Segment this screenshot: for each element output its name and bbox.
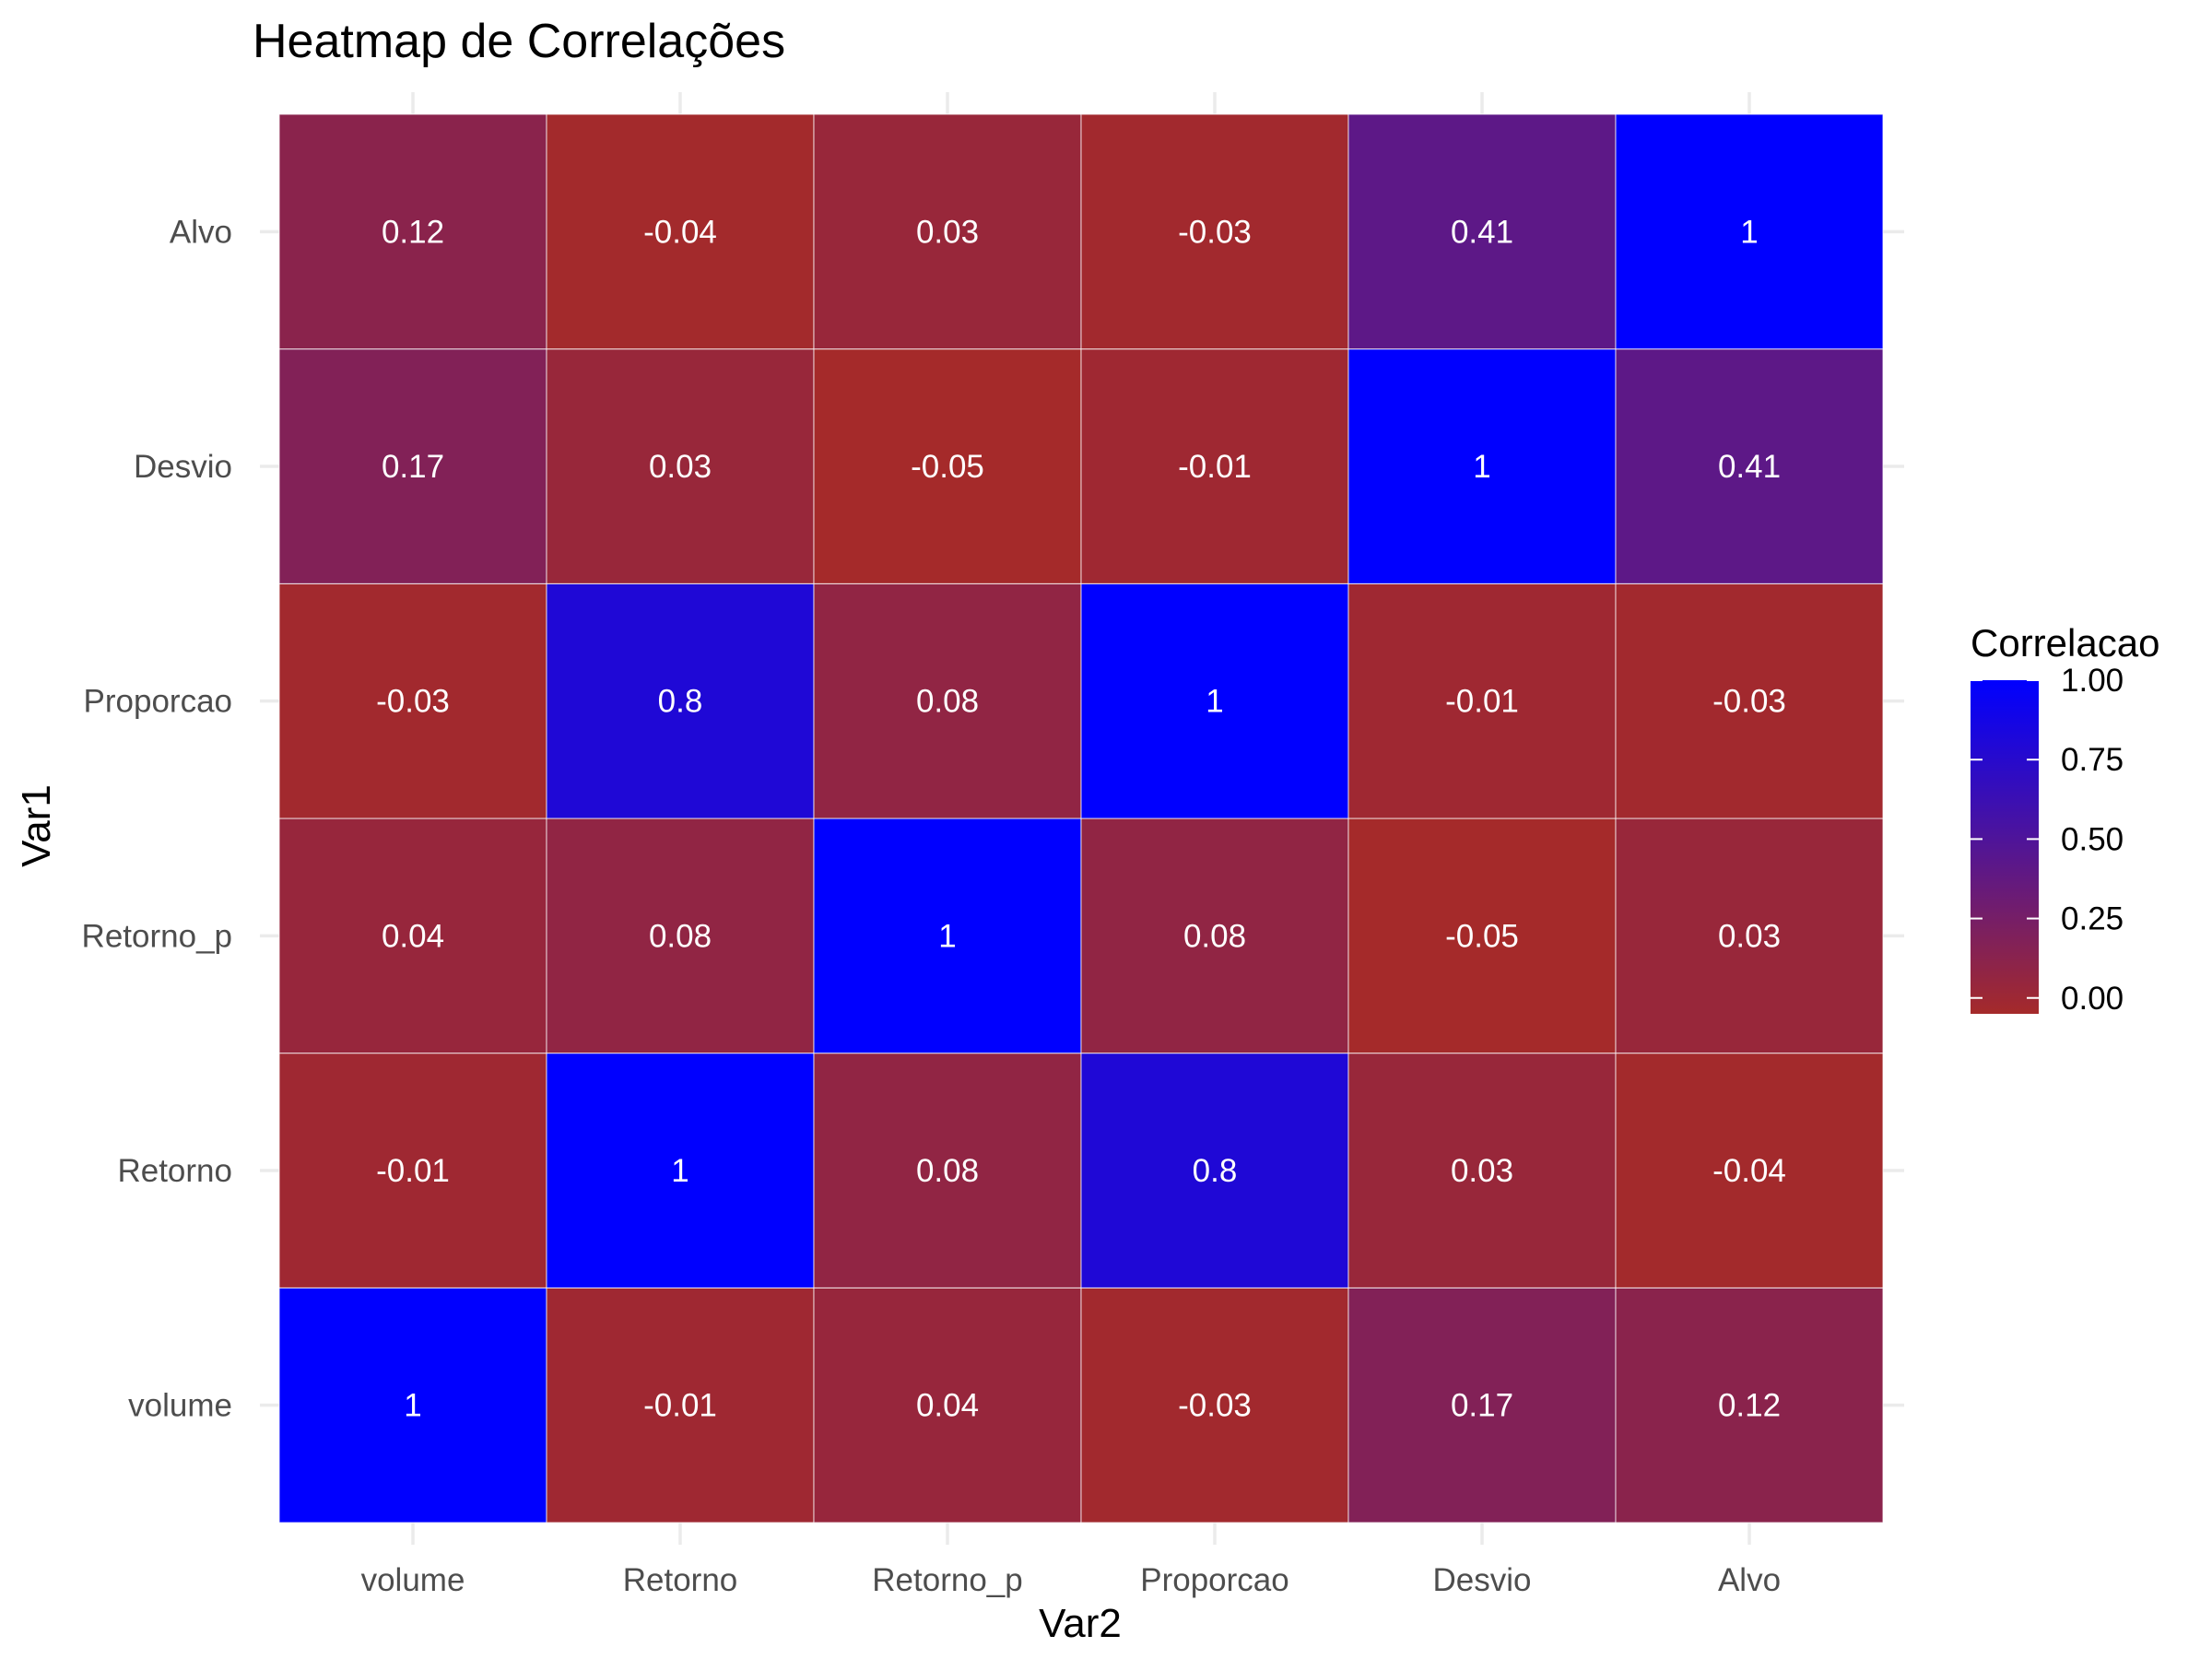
cell-value-label: -0.01: [1178, 449, 1252, 485]
cell-value-label: 0.41: [1718, 449, 1781, 485]
legend-tick-label: 0.25: [2061, 901, 2124, 937]
legend-tick-label: 1.00: [2061, 663, 2124, 699]
y-tick-label: volume: [128, 1388, 232, 1424]
x-tick-label: Alvo: [1718, 1562, 1781, 1598]
heatmap-cell: [1347, 1053, 1617, 1288]
heatmap-cell: [546, 1287, 815, 1524]
cell-value-label: 0.17: [382, 449, 444, 485]
heatmap-cell: [1615, 1053, 1884, 1288]
cell-value-label: 1: [671, 1153, 688, 1189]
heatmap-cell: [278, 1053, 547, 1288]
cell-value-label: 0.17: [1451, 1388, 1513, 1424]
cell-value-label: 1: [404, 1388, 421, 1424]
cell-value-label: 0.03: [1451, 1153, 1513, 1189]
heatmap-cell: [546, 348, 815, 584]
cell-value-label: 0.8: [1193, 1153, 1238, 1189]
cell-value-label: 0.04: [916, 1388, 979, 1424]
heatmap-cell: [278, 818, 547, 1054]
cell-value-label: 0.08: [916, 1153, 979, 1189]
heatmap-cells: [278, 113, 1884, 1524]
legend-tick-label: 0.75: [2061, 742, 2124, 778]
heatmap-cell: [1615, 582, 1884, 819]
cell-value-label: 0.08: [649, 918, 712, 954]
cell-value-label: 1: [1740, 214, 1758, 250]
cell-value-label: 1: [938, 918, 956, 954]
cell-value-label: 0.12: [382, 214, 444, 250]
cell-value-label: -0.01: [1445, 684, 1519, 720]
heatmap-cell: [813, 818, 1082, 1054]
y-tick-label: Retorno: [117, 1153, 232, 1189]
x-axis-ticks: volume Retorno Retorno_p Proporcao Desvio Alv…: [361, 1562, 1781, 1598]
cell-value-label: 0.08: [916, 684, 979, 720]
heatmap-cell: [1347, 818, 1617, 1054]
y-tick-label: Retorno_p: [82, 918, 232, 954]
heatmap-cell: [1615, 818, 1884, 1054]
heatmap-cell: [1615, 348, 1884, 584]
heatmap-cell: [546, 113, 815, 350]
heatmap-cell: [1080, 818, 1349, 1054]
y-tick-label: Alvo: [170, 214, 232, 250]
legend-ticks: 0.00 0.25 0.50 0.75 1.00: [1971, 663, 2124, 1017]
heatmap-cell: [546, 582, 815, 819]
heatmap-cell: [1080, 1287, 1349, 1524]
y-axis-ticks: volume Retorno Retorno_p Proporcao Desvio Alv…: [82, 214, 232, 1423]
cell-value-label: -0.03: [1178, 214, 1252, 250]
y-axis-title: Var1: [14, 784, 59, 867]
cell-value-label: -0.01: [643, 1388, 717, 1424]
cell-value-label: -0.04: [1712, 1153, 1786, 1189]
cell-value-label: -0.03: [1178, 1388, 1252, 1424]
x-tick-label: Desvio: [1433, 1562, 1532, 1598]
cell-value-label: -0.04: [643, 214, 717, 250]
cell-value-label: 0.04: [382, 918, 444, 954]
y-tick-label: Proporcao: [84, 684, 232, 720]
heatmap-cell: [278, 1287, 547, 1524]
cell-value-label: -0.03: [376, 684, 450, 720]
cell-value-label: 0.12: [1718, 1388, 1781, 1424]
heatmap-cell: [813, 113, 1082, 350]
cell-value-labels: 1 -0.01 0.04 -0.03 0.17 0.12 -0.01 1 0.08 0.8 0.03…: [376, 214, 1786, 1423]
x-tick-label: volume: [361, 1562, 465, 1598]
x-tick-label: Retorno_p: [872, 1562, 1022, 1598]
legend-tick-label: 0.00: [2061, 981, 2124, 1017]
cell-value-label: 1: [1206, 684, 1223, 720]
cell-value-label: 0.41: [1451, 214, 1513, 250]
color-legend: Correlacao 0.00 0.25 0.50 0.75 1.00: [1971, 621, 2159, 1017]
heatmap-cell: [1080, 1053, 1349, 1288]
legend-colorbar: [1971, 680, 2039, 1014]
cell-value-label: -0.01: [376, 1153, 450, 1189]
heatmap-cell: [1347, 113, 1617, 350]
heatmap-cell: [813, 348, 1082, 584]
cell-value-label: 0.08: [1183, 918, 1246, 954]
heatmap-cell: [546, 1053, 815, 1288]
heatmap-cell: [1347, 1287, 1617, 1524]
cell-value-label: 1: [1473, 449, 1490, 485]
cell-value-label: 0.03: [916, 214, 979, 250]
heatmap-cell: [1347, 582, 1617, 819]
cell-value-label: -0.05: [1445, 918, 1519, 954]
heatmap-cell: [278, 582, 547, 819]
cell-value-label: 0.8: [658, 684, 703, 720]
x-axis-title: Var2: [1039, 1601, 1122, 1646]
heatmap-cell: [1615, 1287, 1884, 1524]
x-tick-label: Proporcao: [1140, 1562, 1288, 1598]
heatmap-cell: [278, 113, 547, 350]
heatmap-cell: [1347, 348, 1617, 584]
cell-value-label: 0.03: [649, 449, 712, 485]
chart-title: Heatmap de Correlações: [253, 15, 785, 68]
legend-title: Correlacao: [1971, 621, 2159, 665]
cell-value-label: 0.03: [1718, 918, 1781, 954]
heatmap-cell: [813, 582, 1082, 819]
y-tick-label: Desvio: [134, 449, 232, 485]
heatmap-cell: [546, 818, 815, 1054]
heatmap-cell: [1615, 113, 1884, 350]
legend-tick-label: 0.50: [2061, 821, 2124, 857]
heatmap-cell: [1080, 113, 1349, 350]
cell-value-label: -0.03: [1712, 684, 1786, 720]
x-tick-label: Retorno: [623, 1562, 738, 1598]
heatmap-cell: [1080, 582, 1349, 819]
cell-value-label: -0.05: [911, 449, 984, 485]
